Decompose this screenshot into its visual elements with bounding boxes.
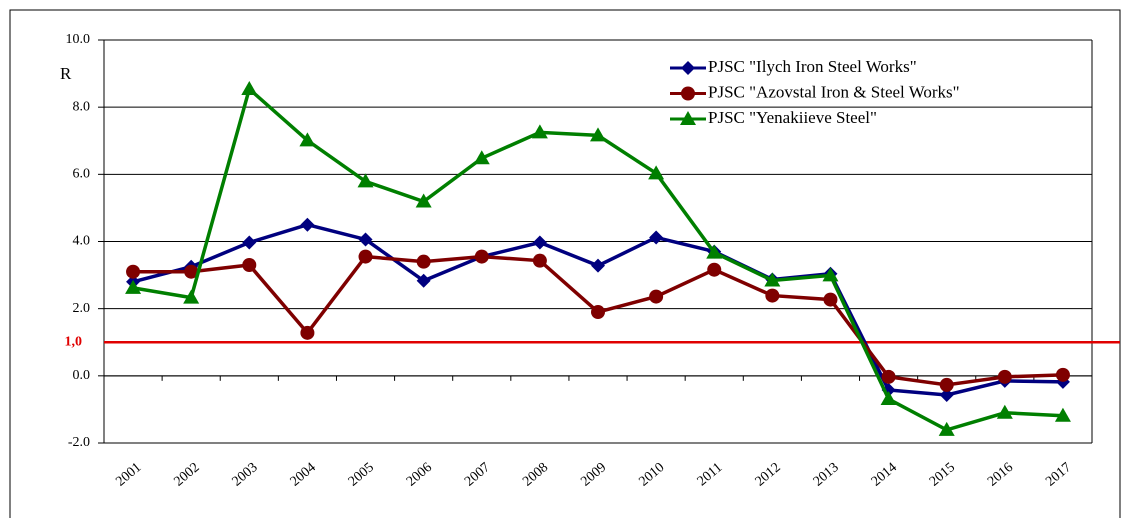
point (649, 230, 664, 245)
y-tick-label: 10.0 (66, 32, 91, 47)
point (474, 249, 489, 264)
legend: PJSC "Ilych Iron Steel Works" PJSC "Azovs… (670, 57, 960, 127)
point (416, 273, 431, 288)
point (183, 289, 200, 304)
point (996, 404, 1013, 419)
point (300, 325, 315, 340)
point (939, 377, 954, 392)
point (242, 258, 257, 273)
point (416, 254, 431, 269)
x-tick-label: 2007 (462, 460, 493, 489)
point (300, 217, 315, 232)
y-tick-label: 6.0 (73, 167, 91, 182)
point (299, 132, 316, 147)
x-tick-label: 2014 (869, 460, 900, 489)
legend-label: PJSC "Azovstal Iron & Steel Works" (708, 82, 960, 101)
legend-marker (681, 86, 695, 101)
point (590, 127, 606, 142)
point (591, 258, 605, 273)
x-tick-label: 2011 (695, 460, 726, 489)
y-axis-label: R (60, 64, 72, 83)
point (765, 288, 780, 303)
reference-label: 1,0 (65, 334, 83, 349)
point (997, 369, 1012, 384)
point (242, 235, 257, 250)
y-tick-label: 0.0 (73, 368, 91, 383)
point (415, 193, 432, 208)
x-tick-label: 2002 (171, 460, 202, 489)
x-tick-label: 2010 (636, 460, 667, 489)
point (473, 150, 490, 165)
point (358, 249, 373, 264)
point (939, 387, 954, 402)
point (822, 267, 839, 282)
point (648, 165, 665, 180)
point (357, 173, 374, 188)
legend-marker (680, 111, 696, 125)
x-tick-label: 2012 (753, 460, 784, 489)
point (880, 391, 897, 406)
point (649, 289, 664, 304)
point (591, 305, 605, 320)
point (531, 124, 548, 139)
x-tick-label: 2001 (113, 460, 144, 489)
x-tick-label: 2004 (288, 460, 319, 489)
x-tick-label: 2005 (346, 460, 377, 489)
y-tick-label: 2.0 (73, 301, 91, 316)
legend-marker (681, 61, 695, 75)
x-tick-label: 2006 (404, 460, 435, 489)
y-tick-label: -2.0 (68, 435, 90, 450)
point (1054, 407, 1071, 422)
point (707, 262, 722, 277)
point (823, 292, 838, 307)
point (706, 244, 723, 259)
x-tick-label: 2017 (1043, 460, 1074, 489)
point (532, 253, 547, 268)
x-tick-label: 2016 (985, 460, 1016, 489)
point (126, 264, 141, 279)
point (184, 264, 199, 279)
series-line (133, 254, 1064, 387)
y-tick-label: 8.0 (73, 99, 91, 114)
point (881, 369, 896, 384)
y-tick-label: 4.0 (73, 234, 91, 249)
legend-label: PJSC "Ilych Iron Steel Works" (708, 57, 917, 76)
point (532, 235, 547, 250)
point (241, 81, 258, 96)
x-tick-label: 2015 (927, 460, 958, 489)
frame (9, 9, 1121, 518)
point (1055, 367, 1070, 382)
point (764, 272, 781, 287)
x-tick-label: 2009 (578, 460, 609, 489)
x-tick-label: 2003 (230, 460, 261, 489)
legend-label: PJSC "Yenakiieve Steel" (708, 108, 877, 127)
point (358, 232, 373, 247)
x-tick-label: 2013 (811, 460, 842, 489)
point (125, 279, 142, 294)
x-tick-label: 2008 (520, 460, 551, 489)
point (938, 421, 955, 436)
